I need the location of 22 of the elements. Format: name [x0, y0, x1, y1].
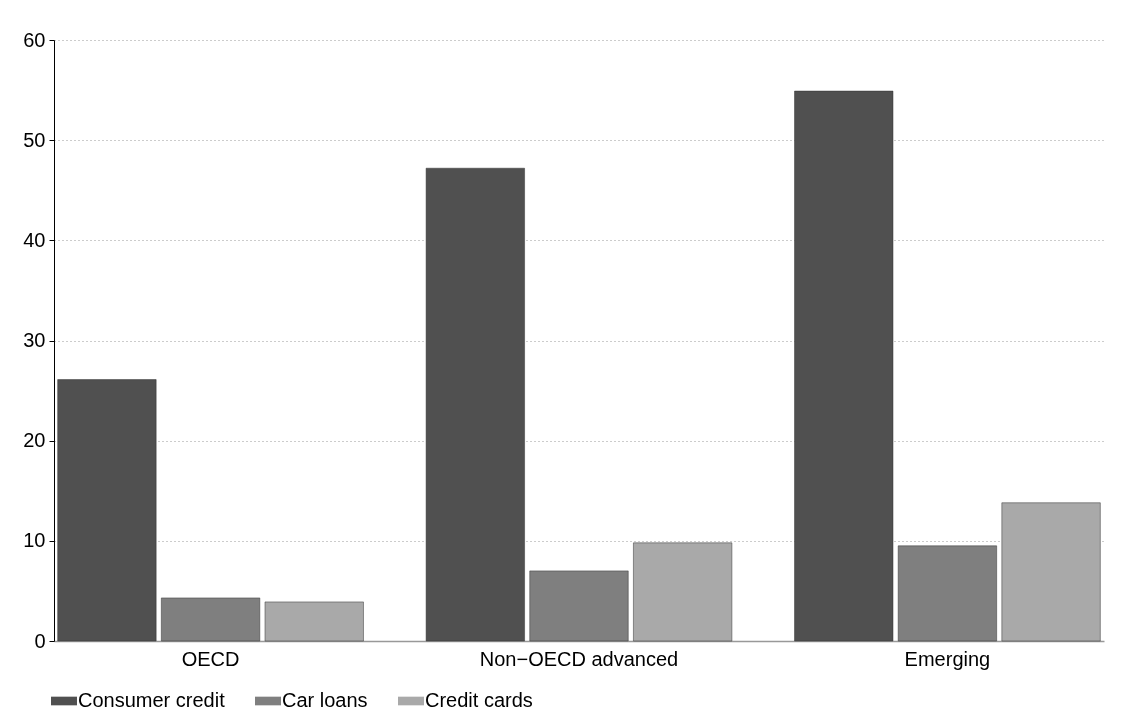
- y-tick-label: 50: [23, 128, 46, 151]
- x-tick-label: Emerging: [904, 647, 991, 670]
- y-tick-label: 60: [23, 28, 46, 51]
- x-tick-label: Non−OECD advanced: [479, 647, 679, 670]
- y-tick-label: 10: [23, 529, 46, 552]
- bar: [264, 601, 364, 642]
- legend-label: Consumer credit: [78, 689, 226, 711]
- bar: [425, 167, 525, 642]
- y-tick-label: 20: [23, 429, 46, 452]
- x-tick-label: OECD: [181, 647, 240, 670]
- bar: [1001, 502, 1101, 642]
- y-tick-label: 30: [23, 329, 46, 351]
- bar: [57, 379, 157, 642]
- bar: [529, 570, 629, 642]
- y-tick-label: 40: [23, 228, 46, 251]
- bar: [794, 90, 894, 642]
- bar: [633, 542, 733, 642]
- legend-label: Credit cards: [425, 689, 533, 711]
- legend-label: Car loans: [282, 689, 368, 711]
- bar: [897, 545, 997, 642]
- bar: [161, 597, 261, 642]
- y-tick-label: 0: [34, 629, 46, 652]
